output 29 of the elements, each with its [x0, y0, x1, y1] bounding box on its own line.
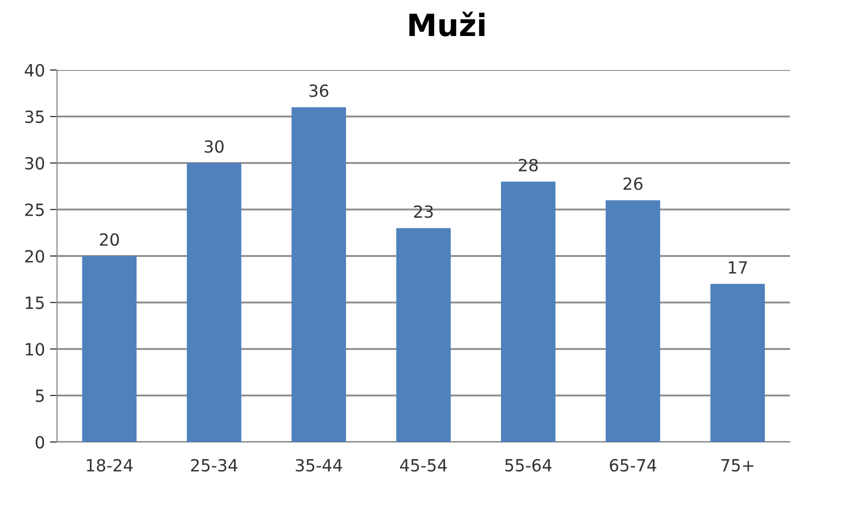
y-tick-label: 15	[26, 296, 44, 310]
bar	[710, 284, 765, 442]
x-tick-label: 45-54	[400, 459, 447, 472]
y-tick-label: 10	[26, 342, 44, 356]
data-label: 20	[100, 233, 119, 246]
x-tick-label: 75+	[721, 459, 754, 472]
y-tick-label: 20	[25, 250, 44, 263]
x-tick-label: 65-74	[610, 458, 656, 472]
y-tick-label: 35	[25, 110, 44, 124]
bar	[82, 256, 137, 442]
x-tick-label: 18-24	[86, 458, 133, 472]
y-tick-label: 30	[25, 156, 44, 170]
data-label: 30	[204, 140, 224, 153]
y-tick-label: 40	[24, 64, 44, 77]
bar	[500, 182, 556, 442]
bar	[396, 228, 451, 442]
bar	[292, 107, 346, 442]
bar	[186, 163, 242, 442]
data-label: 17	[728, 261, 747, 274]
y-tick-label: 0	[36, 436, 44, 449]
chart-title: Muži	[409, 12, 484, 36]
y-tick-label: 5	[36, 390, 44, 402]
x-tick-label: 55-64	[505, 458, 552, 472]
bar	[606, 200, 660, 442]
x-tick-label: 25-34	[191, 458, 238, 472]
y-tick-label: 25	[25, 203, 44, 216]
data-label: 26	[624, 177, 642, 190]
x-tick-label: 35-44	[296, 458, 342, 472]
data-label: 36	[309, 84, 328, 98]
